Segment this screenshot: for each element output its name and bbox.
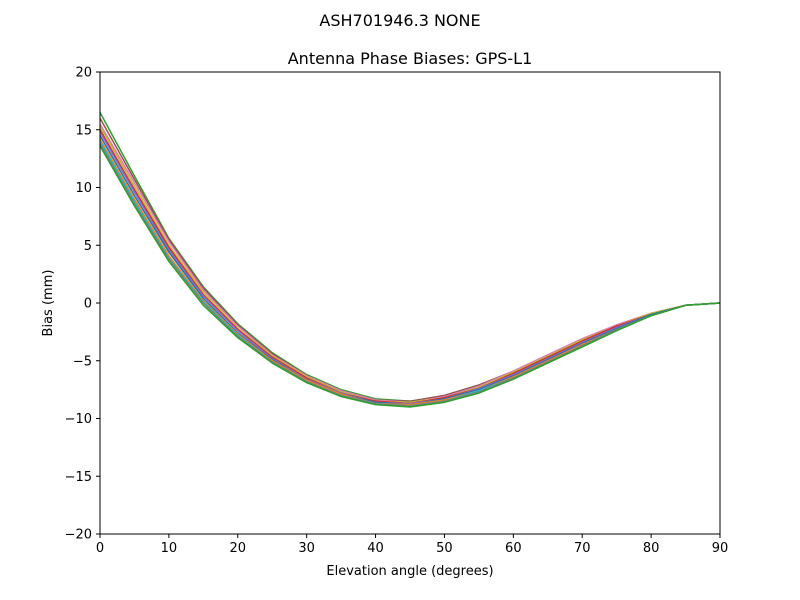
plot-background <box>100 72 720 534</box>
x-tick-label: 70 <box>574 541 591 556</box>
x-tick-label: 20 <box>230 541 247 556</box>
series-line-6 <box>99 131 721 405</box>
x-tick-label: 30 <box>298 541 315 556</box>
plot-area <box>99 71 721 535</box>
series-line-10 <box>99 143 721 407</box>
series-line-11 <box>99 145 721 408</box>
x-tick-label: 90 <box>712 541 729 556</box>
y-tick-label: 20 <box>75 66 92 81</box>
x-axis-label: Elevation angle (degrees) <box>326 564 493 579</box>
series-layer <box>99 112 721 408</box>
y-tick-label: −5 <box>73 354 92 369</box>
x-tick-label: 40 <box>367 541 384 556</box>
figure-suptitle: ASH701946.3 NONE <box>319 11 480 30</box>
x-axis: 0 10 20 30 40 50 60 70 80 90 <box>96 534 728 556</box>
y-tick-label: 5 <box>84 239 92 254</box>
chart-title: Antenna Phase Biases: GPS-L1 <box>288 49 533 68</box>
y-tick-label: −15 <box>65 470 92 485</box>
y-tick-label: 0 <box>84 297 92 312</box>
y-axis: −20 −15 −10 −5 0 5 10 15 20 <box>65 66 100 543</box>
x-tick-label: 50 <box>436 541 453 556</box>
y-axis-label: Bias (mm) <box>41 270 56 337</box>
y-tick-label: 15 <box>75 123 92 138</box>
x-tick-label: 0 <box>96 541 104 556</box>
y-tick-label: −10 <box>65 412 92 427</box>
x-tick-label: 60 <box>505 541 522 556</box>
y-tick-label: −20 <box>65 528 92 543</box>
x-tick-label: 80 <box>643 541 660 556</box>
x-tick-label: 10 <box>161 541 178 556</box>
y-tick-label: 10 <box>75 181 92 196</box>
